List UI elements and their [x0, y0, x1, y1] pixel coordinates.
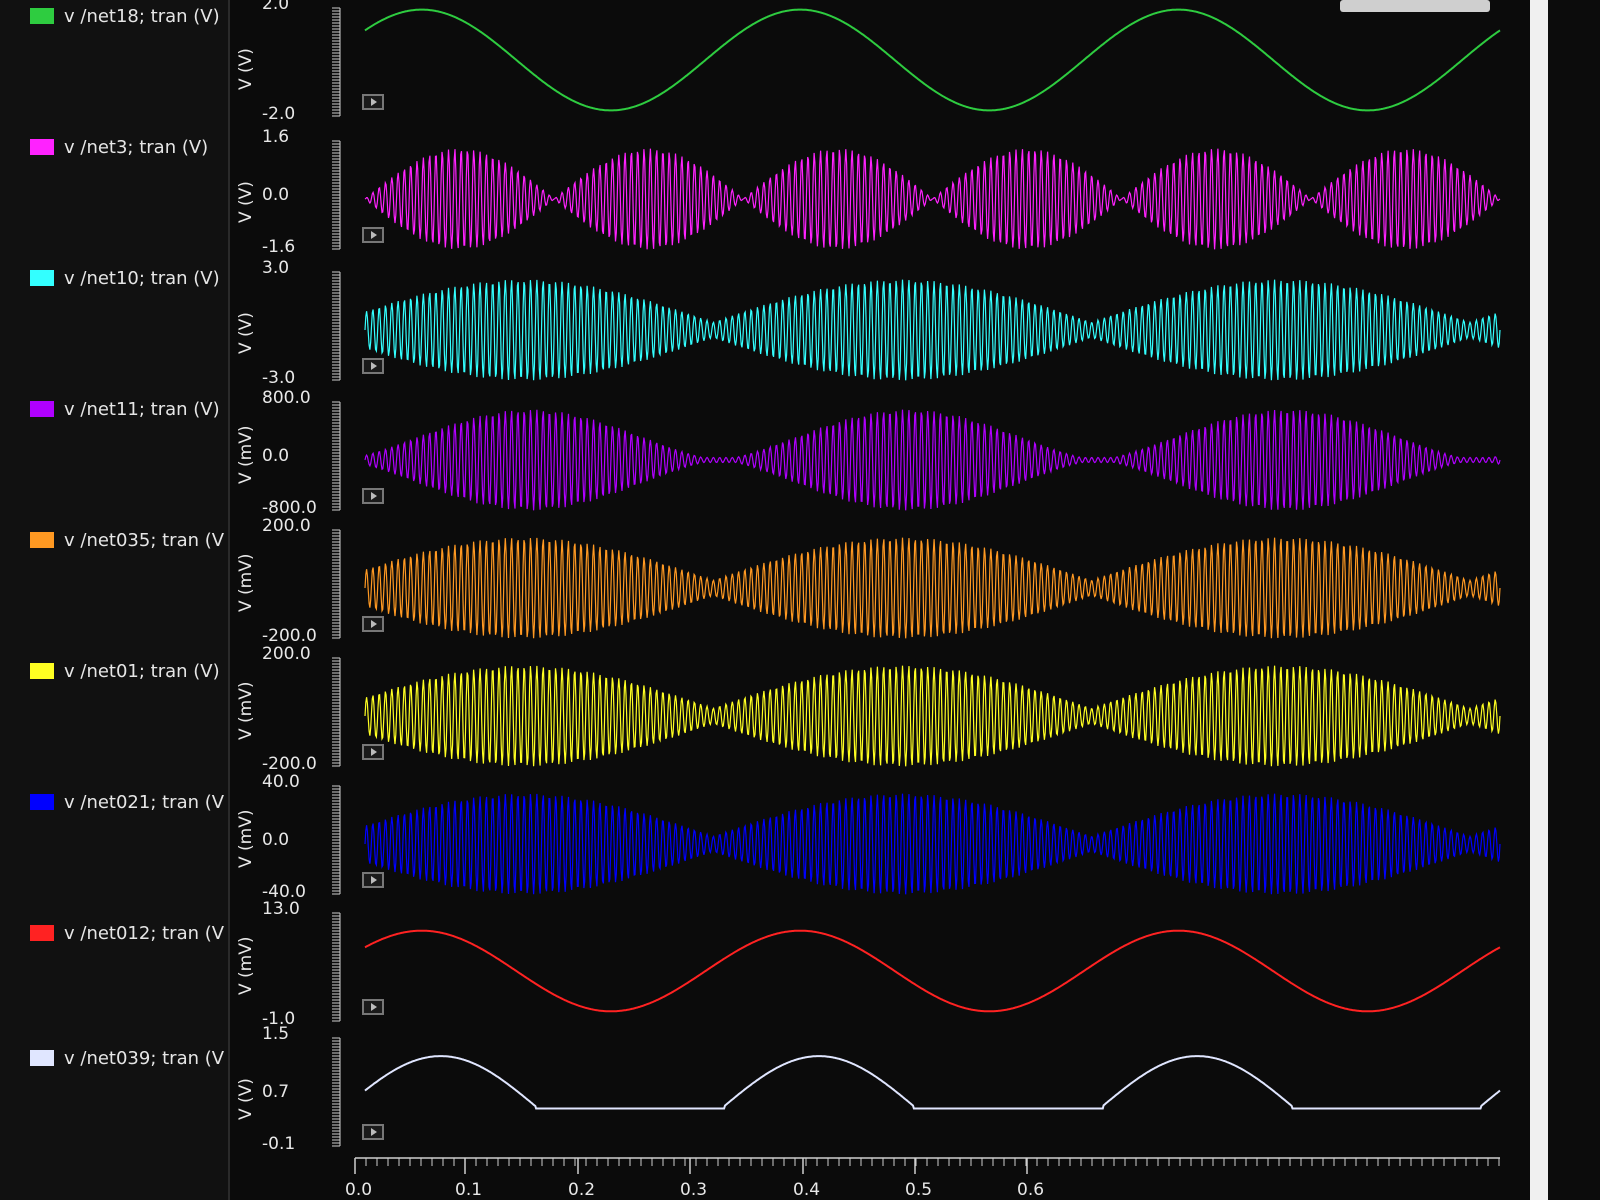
- legend-item-net021[interactable]: v /net021; tran (V: [30, 790, 224, 814]
- y-tick-label: 40.0: [262, 772, 300, 792]
- secondary-legend-panel: [1548, 0, 1600, 1200]
- play-icon[interactable]: [362, 872, 384, 888]
- legend-item-net3[interactable]: v /net3; tran (V): [30, 135, 208, 159]
- x-tick-label: 0.2: [568, 1180, 596, 1200]
- legend-label: v /net035; tran (V: [64, 529, 225, 551]
- y-tick-label: 800.0: [262, 388, 311, 408]
- x-tick-label: 0.0: [345, 1180, 373, 1200]
- legend-item-net01[interactable]: v /net01; tran (V): [30, 659, 220, 683]
- y-axis-label: V (V): [236, 312, 256, 354]
- y-tick-label: 1.6: [262, 127, 290, 147]
- legend-label: v /net01; tran (V): [64, 660, 220, 682]
- y-tick-label: -3.0: [262, 368, 296, 388]
- y-tick-label: 0.0: [262, 830, 290, 850]
- waveform-trace: [364, 537, 1501, 639]
- waveform-trace: [364, 148, 1501, 250]
- color-swatch: [30, 8, 54, 24]
- y-axis-label: V (mV): [236, 553, 256, 613]
- y-ruler: [332, 529, 341, 639]
- legend-item-net10[interactable]: v /net10; tran (V): [30, 266, 220, 290]
- waveform-trace: [364, 279, 1501, 381]
- color-swatch: [30, 139, 54, 155]
- y-ruler: [332, 140, 341, 250]
- color-swatch: [30, 663, 54, 679]
- legend-label: v /net012; tran (V: [64, 922, 225, 944]
- x-axis: [354, 1157, 1500, 1166]
- legend-item-net11[interactable]: v /net11; tran (V): [30, 397, 220, 421]
- color-swatch: [30, 401, 54, 417]
- waveform-trace: [364, 929, 1501, 1013]
- legend-item-net035[interactable]: v /net035; tran (V: [30, 528, 224, 552]
- y-tick-label: 13.0: [262, 899, 300, 919]
- y-tick-label: 2.0: [262, 0, 290, 14]
- play-icon[interactable]: [362, 1124, 384, 1140]
- legend-label: v /net18; tran (V): [64, 5, 220, 27]
- y-tick-label: 3.0: [262, 258, 290, 278]
- y-ruler: [332, 401, 341, 511]
- y-axis-label: V (mV): [236, 809, 256, 869]
- y-axis-label: V (mV): [236, 936, 256, 996]
- y-tick-label: 1.5: [262, 1024, 290, 1044]
- legend-label: v /net021; tran (V: [64, 791, 225, 813]
- color-swatch: [30, 532, 54, 548]
- y-axis-label: V (V): [236, 48, 256, 90]
- color-swatch: [30, 1050, 54, 1066]
- y-ruler: [332, 1037, 341, 1147]
- play-icon[interactable]: [362, 999, 384, 1015]
- play-icon[interactable]: [362, 94, 384, 110]
- play-icon[interactable]: [362, 488, 384, 504]
- horizontal-scrollbar[interactable]: [1340, 0, 1490, 12]
- legend-item-net18[interactable]: v /net18; tran (V): [30, 4, 220, 28]
- waveform-trace: [364, 409, 1501, 511]
- waveform-trace: [364, 8, 1501, 112]
- play-icon[interactable]: [362, 358, 384, 374]
- y-tick-label: 0.7: [262, 1082, 290, 1102]
- legend-label: v /net039; tran (V: [64, 1047, 225, 1069]
- y-tick-label: -1.6: [262, 237, 296, 257]
- y-tick-label: 0.0: [262, 185, 290, 205]
- y-axis-label: V (V): [236, 181, 256, 223]
- legend-panel: v /net18; tran (V) v /net3; tran (V) v /…: [0, 0, 230, 1200]
- legend-item-net012[interactable]: v /net012; tran (V: [30, 921, 224, 945]
- y-tick-label: 0.0: [262, 446, 290, 466]
- x-tick-label: 0.6: [1017, 1180, 1045, 1200]
- x-tick-label: 0.5: [905, 1180, 933, 1200]
- color-swatch: [30, 925, 54, 941]
- color-swatch: [30, 270, 54, 286]
- y-tick-label: -1.0: [262, 1009, 296, 1029]
- x-tick-label: 0.3: [680, 1180, 708, 1200]
- y-tick-label: 200.0: [262, 644, 311, 664]
- y-ruler: [332, 912, 341, 1022]
- y-axis-label: V (mV): [236, 425, 256, 485]
- y-ruler: [332, 7, 341, 117]
- play-icon[interactable]: [362, 616, 384, 632]
- y-ruler: [332, 785, 341, 895]
- y-ruler: [332, 657, 341, 767]
- y-tick-label: -2.0: [262, 104, 296, 124]
- y-tick-label: -200.0: [262, 754, 317, 774]
- legend-label: v /net10; tran (V): [64, 267, 220, 289]
- color-swatch: [30, 794, 54, 810]
- y-axis-label: V (mV): [236, 681, 256, 741]
- y-axis-label: V (V): [236, 1078, 256, 1120]
- y-ruler: [332, 271, 341, 381]
- y-tick-label: 200.0: [262, 516, 311, 536]
- y-tick-label: -0.1: [262, 1134, 296, 1154]
- x-tick-label: 0.4: [793, 1180, 821, 1200]
- y-tick-label: -40.0: [262, 882, 306, 902]
- x-tick-label: 0.1: [455, 1180, 483, 1200]
- legend-item-net039[interactable]: v /net039; tran (V: [30, 1046, 224, 1070]
- waveform-trace: [364, 1055, 1501, 1110]
- legend-label: v /net11; tran (V): [64, 398, 220, 420]
- legend-label: v /net3; tran (V): [64, 136, 209, 158]
- waveform-trace: [364, 793, 1501, 895]
- y-tick-label: -800.0: [262, 498, 317, 518]
- play-icon[interactable]: [362, 744, 384, 760]
- play-icon[interactable]: [362, 227, 384, 243]
- waveform-trace: [364, 665, 1501, 767]
- y-tick-label: -200.0: [262, 626, 317, 646]
